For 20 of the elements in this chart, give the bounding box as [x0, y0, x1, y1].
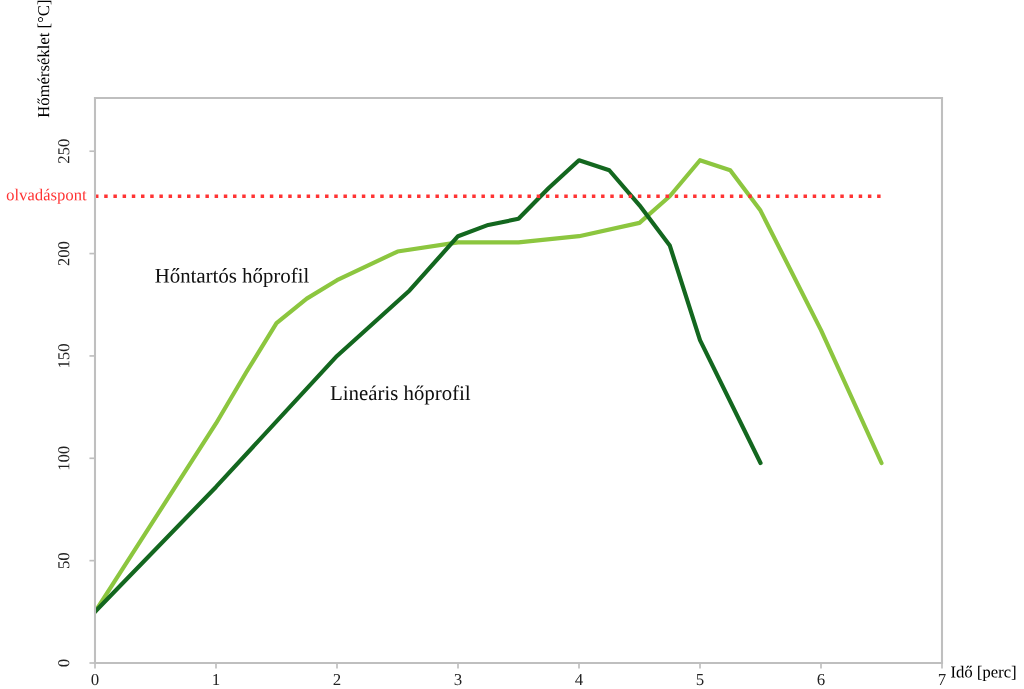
x-tick-label: 0	[91, 673, 99, 686]
y-tick-label: 50	[58, 552, 70, 569]
y-tick-label: 250	[58, 139, 70, 163]
y-tick-label: 150	[58, 344, 70, 367]
y-axis-title: Hőmérséklet [°C]	[37, 0, 52, 118]
line-series	[95, 158, 763, 614]
ref-line-label: olvadáspont	[6, 188, 87, 204]
y-tick-label: 200	[58, 241, 70, 266]
x-tick-label: 5	[696, 674, 704, 686]
series-label: Lineáris hőprofil	[330, 385, 471, 405]
x-axis-title: Idő [perc]	[951, 665, 1016, 681]
x-tick-label: 7	[938, 674, 946, 685]
y-tick-label: 100	[58, 446, 70, 470]
x-tick-label: 6	[817, 673, 825, 686]
series-label: Hőntartós hőprofil	[155, 267, 309, 287]
x-tick-label: 1	[213, 673, 220, 685]
y-tick-label: 0	[58, 659, 70, 667]
x-tick-label: 3	[454, 673, 462, 686]
x-tick-label: 4	[575, 674, 583, 685]
x-tick-label: 2	[333, 673, 341, 685]
